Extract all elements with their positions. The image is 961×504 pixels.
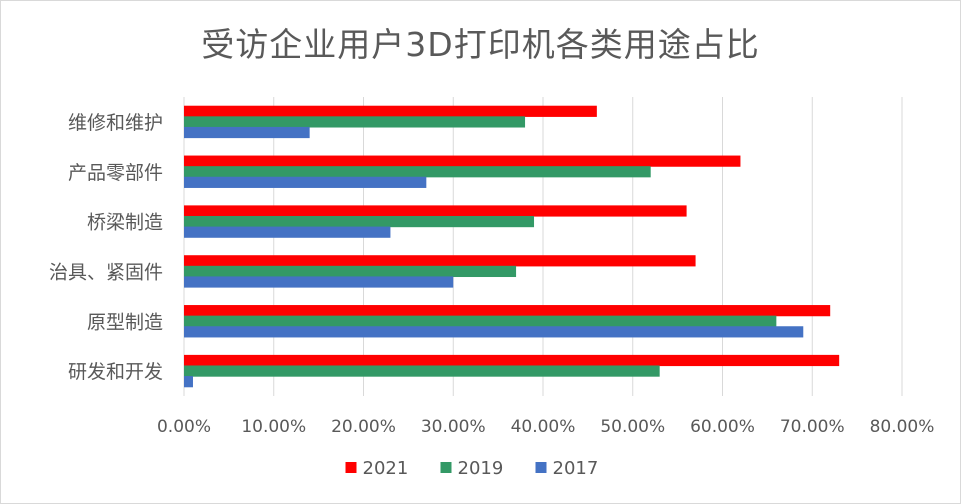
- category-label: 产品零部件: [68, 162, 163, 184]
- category-label: 桥梁制造: [87, 212, 163, 234]
- bar-2021: [184, 155, 741, 167]
- category-label: 研发和开发: [68, 361, 163, 383]
- bar-2019: [184, 215, 535, 228]
- bar-2017: [184, 226, 391, 238]
- x-tick-label: 30.00%: [421, 417, 486, 437]
- bar-2021: [184, 354, 840, 367]
- bar-2019: [184, 116, 526, 128]
- category-label: 原型制造: [87, 311, 163, 333]
- legend-label: 2021: [363, 458, 409, 479]
- x-tick-label: 0.00%: [157, 417, 211, 437]
- bar-2019: [184, 315, 777, 327]
- legend-swatch: [440, 462, 452, 473]
- bar-2017: [184, 276, 454, 288]
- x-tick-label: 50.00%: [600, 417, 665, 437]
- bar-2021: [184, 255, 696, 267]
- bar-2019: [184, 166, 651, 178]
- bar-2019: [184, 365, 660, 377]
- bar-2019: [184, 265, 517, 278]
- x-tick-label: 10.00%: [241, 417, 306, 437]
- bar-2017: [184, 376, 193, 388]
- x-tick-label: 20.00%: [331, 417, 396, 437]
- bar-2017: [184, 126, 310, 139]
- x-tick-label: 60.00%: [690, 417, 755, 437]
- category-label: 治具、紧固件: [49, 261, 163, 283]
- bar-2017: [184, 176, 427, 188]
- bar-2017: [184, 326, 804, 338]
- chart-title: 受访企业用户3D打印机各类用途占比: [201, 25, 760, 64]
- legend-swatch: [345, 462, 357, 473]
- legend-label: 2019: [458, 458, 504, 479]
- bar-2021: [184, 305, 831, 317]
- legend-swatch: [535, 462, 547, 473]
- x-tick-label: 80.00%: [870, 417, 935, 437]
- legend-label: 2017: [553, 458, 599, 479]
- x-tick-label: 40.00%: [511, 417, 576, 437]
- x-tick-label: 70.00%: [780, 417, 845, 437]
- bar-2021: [184, 205, 687, 217]
- bar-2021: [184, 105, 597, 117]
- category-label: 维修和维护: [68, 112, 163, 134]
